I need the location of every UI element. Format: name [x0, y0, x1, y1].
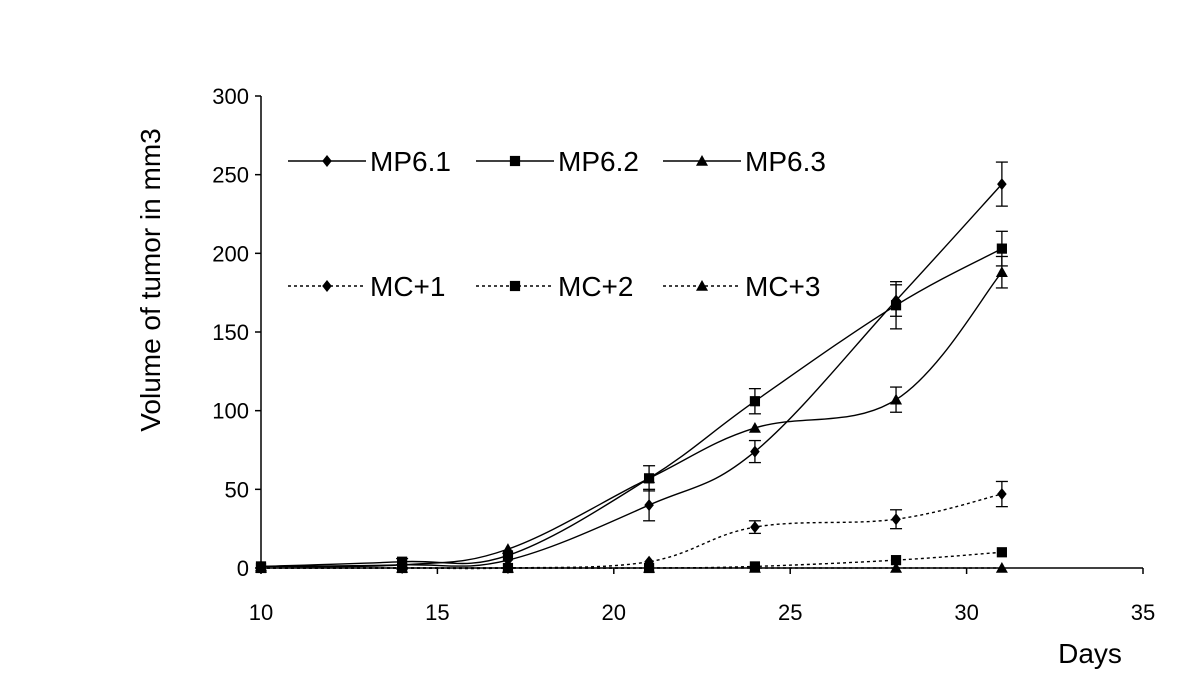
data-point	[322, 155, 332, 167]
data-point	[644, 499, 654, 512]
series-line	[260, 183, 1003, 568]
data-point	[509, 280, 521, 292]
data-point	[509, 155, 521, 167]
y-tick-label: 250	[212, 163, 249, 188]
legend-label: MP6.2	[558, 146, 639, 177]
legend-item: MP6.1	[288, 146, 451, 177]
y-tick-label: 150	[212, 320, 249, 345]
legend-item: MP6.2	[476, 146, 639, 177]
y-tick-label: 300	[212, 84, 249, 109]
y-axis-title: Volume of tumor in mm3	[135, 128, 166, 431]
data-point	[996, 547, 1007, 558]
data-point	[643, 472, 656, 484]
series-layer	[255, 161, 1008, 574]
data-point	[322, 280, 332, 292]
legend-item: MC+1	[288, 271, 445, 302]
data-point	[696, 155, 708, 166]
y-tick-label: 100	[212, 399, 249, 424]
legend-item: MC+3	[663, 271, 820, 302]
y-tick-label: 0	[237, 556, 249, 581]
x-tick-label: 10	[249, 600, 273, 625]
data-point	[748, 421, 761, 433]
legend-label: MC+2	[558, 271, 633, 302]
data-point	[643, 562, 656, 573]
x-tick-label: 20	[602, 600, 626, 625]
x-tick-label: 35	[1131, 600, 1155, 625]
data-point	[748, 562, 761, 573]
data-point	[749, 396, 761, 407]
x-tick-label: 15	[425, 600, 449, 625]
axes: 0 50 100 150 200 250 300 10 15 20 25 30 35	[212, 84, 1155, 625]
legend-label: MP6.3	[745, 146, 826, 177]
x-axis-title: Days	[1058, 638, 1122, 669]
data-point	[997, 178, 1007, 191]
data-point	[696, 280, 708, 291]
data-point	[750, 521, 760, 534]
legend: MP6.1 MP6.2 MP6.3 MC+1 MC+2 MC+3	[288, 146, 826, 302]
legend-label: MP6.1	[370, 146, 451, 177]
data-point	[890, 555, 902, 566]
y-tick-label: 200	[212, 241, 249, 266]
data-point	[890, 562, 903, 573]
data-point	[995, 266, 1008, 278]
data-point	[501, 543, 514, 554]
data-point	[255, 562, 267, 573]
data-point	[997, 488, 1007, 501]
data-point	[890, 393, 903, 405]
data-point	[890, 300, 902, 311]
data-point	[502, 550, 514, 561]
data-point	[396, 562, 409, 573]
series-line	[261, 493, 1003, 570]
data-point	[995, 562, 1008, 573]
legend-item: MP6.3	[663, 146, 826, 177]
legend-item: MC+2	[476, 271, 633, 302]
x-tick-label: 30	[954, 600, 978, 625]
data-point	[891, 513, 901, 526]
y-tick-label: 50	[225, 477, 249, 502]
data-point	[996, 243, 1007, 254]
series-MP6.1	[256, 161, 1008, 573]
series-MC+3	[255, 562, 1008, 573]
legend-label: MC+1	[370, 271, 445, 302]
legend-label: MC+3	[745, 271, 820, 302]
x-tick-label: 25	[778, 600, 802, 625]
data-point	[501, 562, 514, 573]
data-point	[750, 445, 760, 458]
